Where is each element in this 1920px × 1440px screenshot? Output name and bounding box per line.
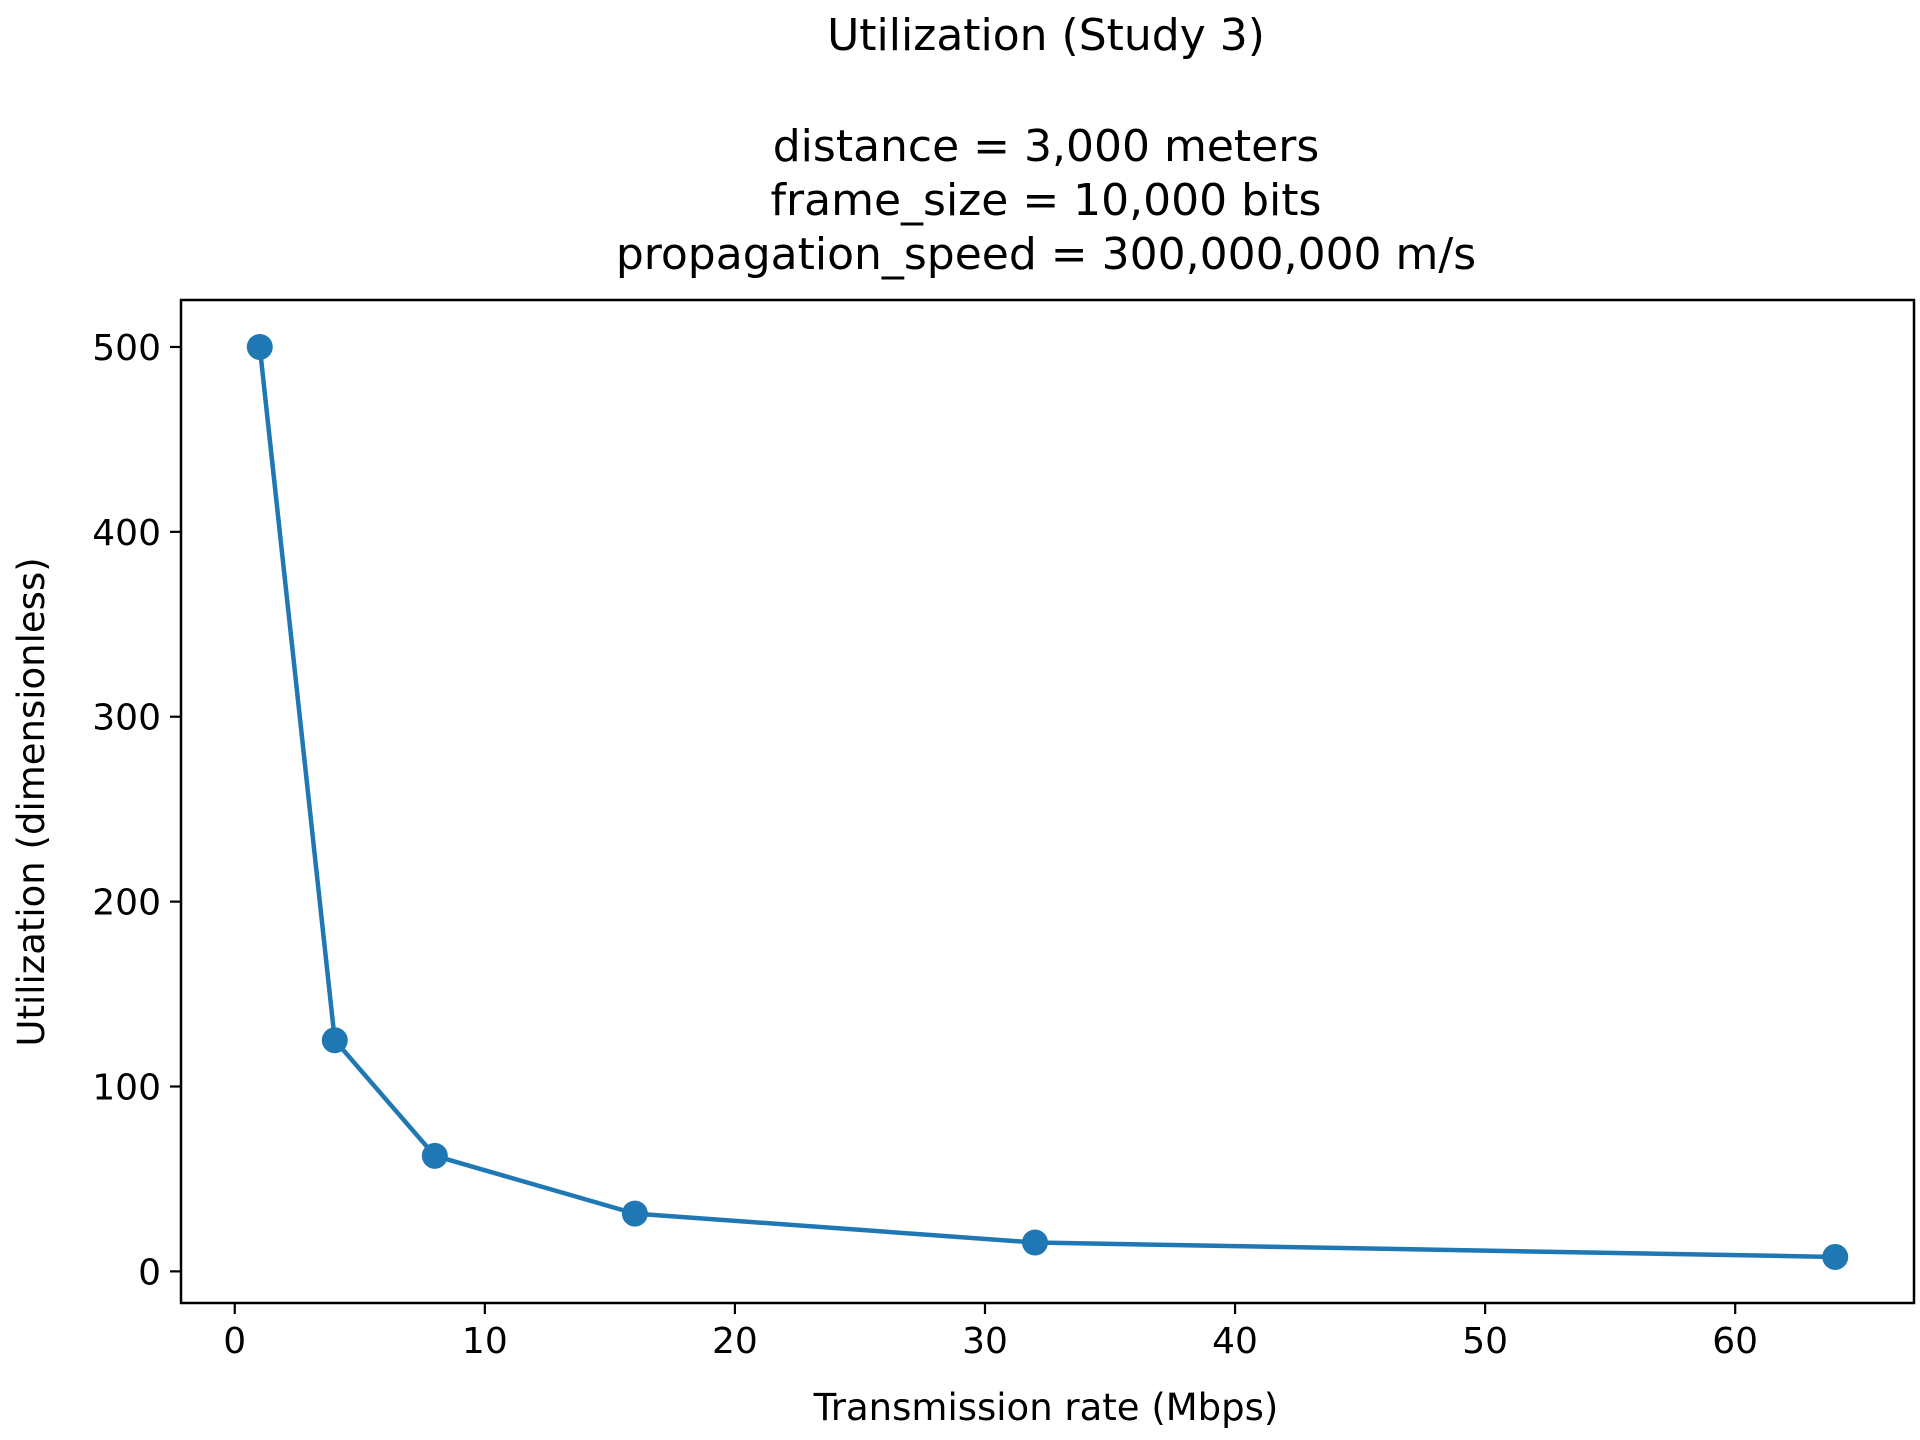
x-tick-label: 10 — [462, 1321, 508, 1362]
chart-subtitle-line-2: frame_size = 10,000 bits — [771, 175, 1322, 226]
data-point — [1822, 1243, 1849, 1270]
series-line — [257, 344, 1838, 1260]
chart-subtitle-line-1: distance = 3,000 meters — [773, 121, 1320, 172]
data-point — [1021, 1229, 1048, 1256]
y-tick-label: 400 — [92, 513, 161, 554]
data-point — [321, 1027, 348, 1054]
data-point — [421, 1142, 448, 1169]
chart-subtitle-line-3: propagation_speed = 300,000,000 m/s — [616, 229, 1476, 280]
x-tick-label: 50 — [1462, 1321, 1508, 1362]
plot-frame — [179, 298, 1916, 1305]
data-point — [621, 1200, 648, 1227]
x-axis-label: Transmission rate (Mbps) — [813, 1386, 1279, 1429]
x-tick-label: 40 — [1212, 1321, 1258, 1362]
y-axis-ticks: 0 100 200 300 400 500 — [92, 328, 181, 1293]
x-axis-ticks: 0 10 20 30 40 50 60 — [223, 1303, 1758, 1362]
y-tick-label: 0 — [138, 1252, 161, 1293]
x-tick-label: 0 — [223, 1321, 246, 1362]
x-tick-label: 60 — [1712, 1321, 1758, 1362]
y-tick-label: 200 — [92, 883, 161, 924]
data-point — [246, 333, 273, 360]
x-tick-label: 30 — [962, 1321, 1008, 1362]
y-axis-label: Utilization (dimensionless) — [10, 557, 53, 1046]
y-tick-label: 100 — [92, 1067, 161, 1108]
x-tick-label: 20 — [712, 1321, 758, 1362]
y-tick-label: 300 — [92, 698, 161, 739]
y-tick-label: 500 — [92, 328, 161, 369]
chart-title: Utilization (Study 3) — [827, 10, 1265, 61]
plot-area — [246, 333, 1849, 1270]
